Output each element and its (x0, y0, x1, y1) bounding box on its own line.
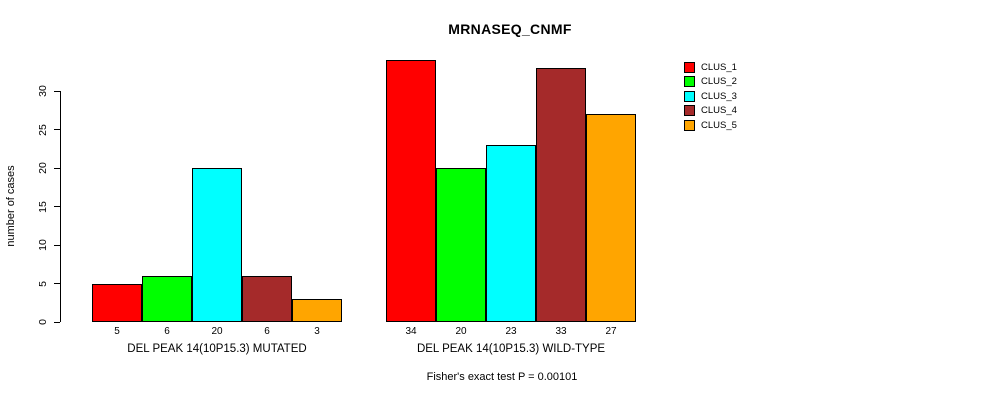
y-axis-line (60, 91, 61, 322)
legend-swatch-icon (684, 90, 695, 102)
bar-value-label: 34 (405, 326, 417, 337)
legend-label: CLUS_5 (701, 119, 737, 131)
x-group-label-wildtype: DEL PEAK 14(10P15.3) WILD-TYPE (416, 343, 606, 355)
y-axis-label: number of cases (5, 165, 17, 247)
bar-clus_5-group1 (292, 298, 342, 322)
legend-label: CLUS_2 (701, 76, 737, 88)
bar-clus_5-group2 (586, 114, 636, 322)
legend-item-clus_4: CLUS_4 (684, 104, 737, 119)
bar-clus_4-group2 (536, 67, 586, 322)
chart-title: MRNASEQ_CNMF (448, 21, 572, 37)
legend-label: CLUS_3 (701, 90, 737, 102)
legend-swatch-icon (684, 119, 695, 131)
bar-value-label: 6 (264, 326, 270, 337)
bar-clus_4-group1 (242, 275, 292, 322)
legend-label: CLUS_1 (701, 61, 737, 73)
y-tick-mark (54, 90, 60, 92)
bar-clus_2-group1 (142, 275, 192, 322)
bar-value-label: 27 (605, 326, 617, 337)
bar-clus_3-group1 (192, 168, 242, 322)
legend-label: CLUS_4 (701, 105, 737, 117)
bar-clus_3-group2 (486, 144, 536, 322)
bar-value-label: 20 (211, 326, 223, 337)
y-tick-mark (54, 244, 60, 246)
legend-item-clus_3: CLUS_3 (684, 89, 737, 104)
bar-value-label: 5 (114, 326, 120, 337)
legend-swatch-icon (684, 76, 695, 88)
y-tick-label: 30 (37, 85, 49, 97)
bar-value-label: 20 (455, 326, 467, 337)
y-tick-mark (54, 129, 60, 130)
legend-item-clus_2: CLUS_2 (684, 75, 737, 90)
legend: CLUS_1 CLUS_2 CLUS_3 CLUS_4 CLUS_5 (684, 60, 737, 133)
y-tick-mark (54, 206, 60, 207)
legend-swatch-icon (684, 61, 695, 73)
legend-item-clus_5: CLUS_5 (684, 118, 737, 133)
x-group-label-mutated: DEL PEAK 14(10P15.3) MUTATED (127, 343, 307, 355)
legend-item-clus_1: CLUS_1 (684, 60, 737, 75)
bar-clus_2-group2 (436, 168, 486, 322)
bar-value-label: 33 (555, 326, 567, 337)
fisher-test-annotation: Fisher's exact test P = 0.00101 (426, 371, 578, 383)
y-tick-mark (54, 283, 60, 284)
y-tick-label: 15 (37, 200, 49, 213)
y-tick-label: 0 (37, 319, 49, 325)
y-tick-mark (54, 167, 60, 169)
y-tick-label: 25 (37, 123, 49, 136)
legend-swatch-icon (684, 105, 695, 117)
y-tick-label: 5 (37, 280, 49, 287)
bar-clus_1-group2 (386, 60, 436, 322)
y-tick-mark (54, 321, 60, 323)
bar-clus_1-group1 (92, 283, 142, 322)
y-tick-label: 10 (37, 239, 49, 251)
bar-value-label: 3 (314, 326, 320, 337)
bar-value-label: 23 (505, 326, 517, 337)
y-tick-label: 20 (37, 162, 49, 174)
bar-value-label: 6 (164, 326, 170, 337)
